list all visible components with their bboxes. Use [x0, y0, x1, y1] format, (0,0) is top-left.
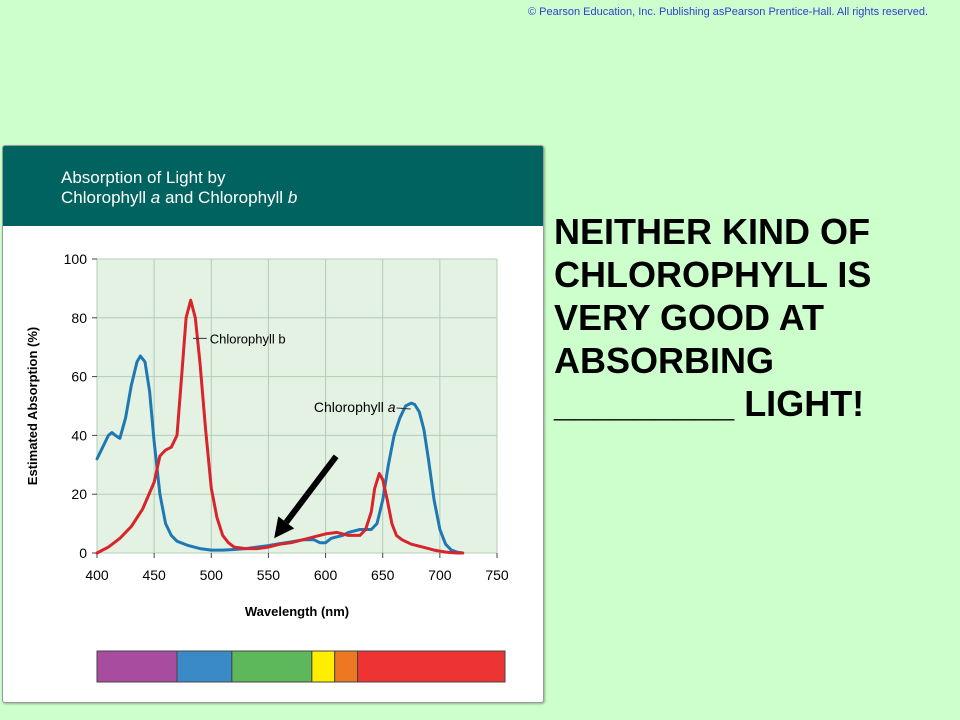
y-tick-label: 20	[71, 486, 87, 502]
callout-line-2: CHLOROPHYLL IS	[554, 254, 872, 295]
callout-line-3: VERY GOOD AT	[554, 297, 825, 338]
y-tick-label: 40	[71, 427, 87, 443]
x-tick-label: 500	[200, 567, 224, 583]
spectrum-segment	[176, 650, 233, 683]
spectrum-segment	[231, 650, 313, 683]
copyright-notice: © Pearson Education, Inc. Publishing asP…	[527, 6, 928, 18]
annotation-arrow-shaft	[283, 454, 339, 525]
x-tick-label: 600	[314, 567, 338, 583]
y-tick-label: 80	[71, 310, 87, 326]
spectrum-segment	[311, 650, 336, 683]
panel-title-line2: Chlorophyll a and Chlorophyll b	[61, 188, 297, 208]
absorption-chart: 0 20 40 60 80 100 400 450 500 550 600 650 700 750 Wave…	[25, 251, 509, 683]
title-part-1: Chlorophyll	[61, 188, 151, 207]
chlorophyll-a-label: Chlorophyll a	[314, 399, 396, 415]
x-tick-label: 400	[85, 567, 109, 583]
x-tick-label: 650	[371, 567, 395, 583]
callout-line-4: ABSORBING	[554, 340, 775, 381]
x-axis-label: Wavelength (nm)	[245, 604, 349, 619]
x-tick-label: 700	[428, 567, 452, 583]
y-tick-label: 60	[71, 369, 87, 385]
panel-header: Absorption of Light by Chlorophyll a and…	[3, 146, 543, 226]
callout-line-1: NEITHER KIND OF	[554, 211, 871, 252]
spectrum-segment	[357, 650, 506, 683]
callout-line-5: _________ LIGHT!	[554, 383, 865, 424]
chlorophyll-b-label: Chlorophyll b	[210, 331, 286, 346]
annotation-arrow-head	[274, 516, 295, 539]
chlorophyll-b-line	[95, 298, 465, 555]
y-axis-label: Estimated Absorption (%)	[25, 327, 40, 485]
title-part-2: a	[150, 188, 161, 207]
callout-text: NEITHER KIND OF CHLOROPHYLL IS VERY GOOD…	[554, 210, 954, 425]
y-tick-label: 0	[79, 545, 87, 561]
panel-title: Absorption of Light by Chlorophyll a and…	[61, 168, 297, 208]
spectrum-segment	[334, 650, 359, 683]
x-tick-label: 550	[257, 567, 281, 583]
title-part-4: b	[287, 188, 298, 207]
chlorophyll-a-label-italic: a	[388, 399, 396, 415]
spectrum-segment	[96, 650, 178, 683]
panel-title-line1: Absorption of Light by	[61, 168, 226, 187]
title-part-3: and Chlorophyll	[160, 188, 288, 207]
chlorophyll-a-leader	[396, 407, 411, 410]
chart-panel: Absorption of Light by Chlorophyll a and…	[2, 145, 544, 703]
chlorophyll-a-label-text: Chlorophyll	[314, 399, 388, 415]
x-tick-label: 450	[142, 567, 166, 583]
y-tick-label: 100	[64, 251, 88, 267]
x-tick-label: 750	[485, 567, 509, 583]
